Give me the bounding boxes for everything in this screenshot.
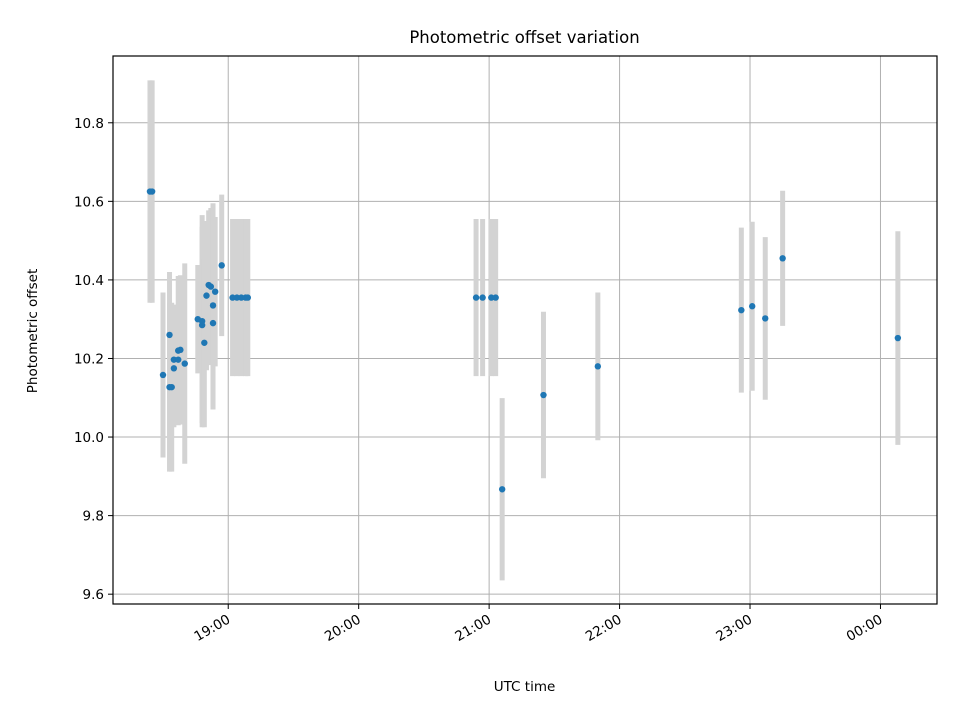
data-point: [211, 288, 219, 295]
y-tick-label: 9.8: [83, 509, 104, 525]
data-point: [175, 356, 182, 363]
data-point: [203, 292, 210, 299]
data-point: [181, 360, 188, 367]
data-points: [146, 188, 902, 493]
data-point: [166, 331, 173, 339]
chart-title: Photometric offset variation: [409, 28, 639, 47]
x-axis-label: UTC time: [494, 679, 556, 695]
y-tick-label: 10.2: [74, 351, 104, 367]
data-point: [207, 283, 215, 290]
data-point: [168, 383, 175, 391]
data-point: [244, 294, 251, 301]
plot-frame: [112, 55, 938, 605]
y-axis-ticks: 9.6 9.8 10.0 10.2 10.4 10.6 10.8: [74, 116, 113, 603]
y-axis-label: Photometric offset: [25, 269, 41, 393]
data-point: [201, 339, 208, 346]
data-point: [472, 294, 480, 301]
data-point: [498, 486, 506, 493]
data-point: [159, 371, 167, 379]
data-point: [748, 303, 756, 310]
data-point: [540, 391, 547, 399]
data-point: [209, 319, 217, 327]
data-point: [779, 255, 786, 262]
data-point: [594, 363, 602, 370]
data-point: [148, 188, 156, 195]
data-point: [218, 262, 225, 269]
data-point: [198, 317, 206, 325]
data-point: [209, 302, 217, 309]
y-tick-label: 10.0: [74, 430, 104, 446]
data-point: [762, 315, 769, 322]
data-point: [894, 334, 902, 342]
y-tick-label: 10.6: [74, 194, 104, 210]
data-point: [738, 306, 745, 314]
data-point: [177, 346, 184, 354]
data-point: [492, 294, 499, 301]
y-tick-label: 9.6: [83, 587, 104, 603]
y-tick-label: 10.4: [74, 273, 104, 289]
data-point: [479, 294, 486, 301]
data-point: [170, 365, 178, 372]
y-tick-label: 10.8: [74, 116, 104, 132]
